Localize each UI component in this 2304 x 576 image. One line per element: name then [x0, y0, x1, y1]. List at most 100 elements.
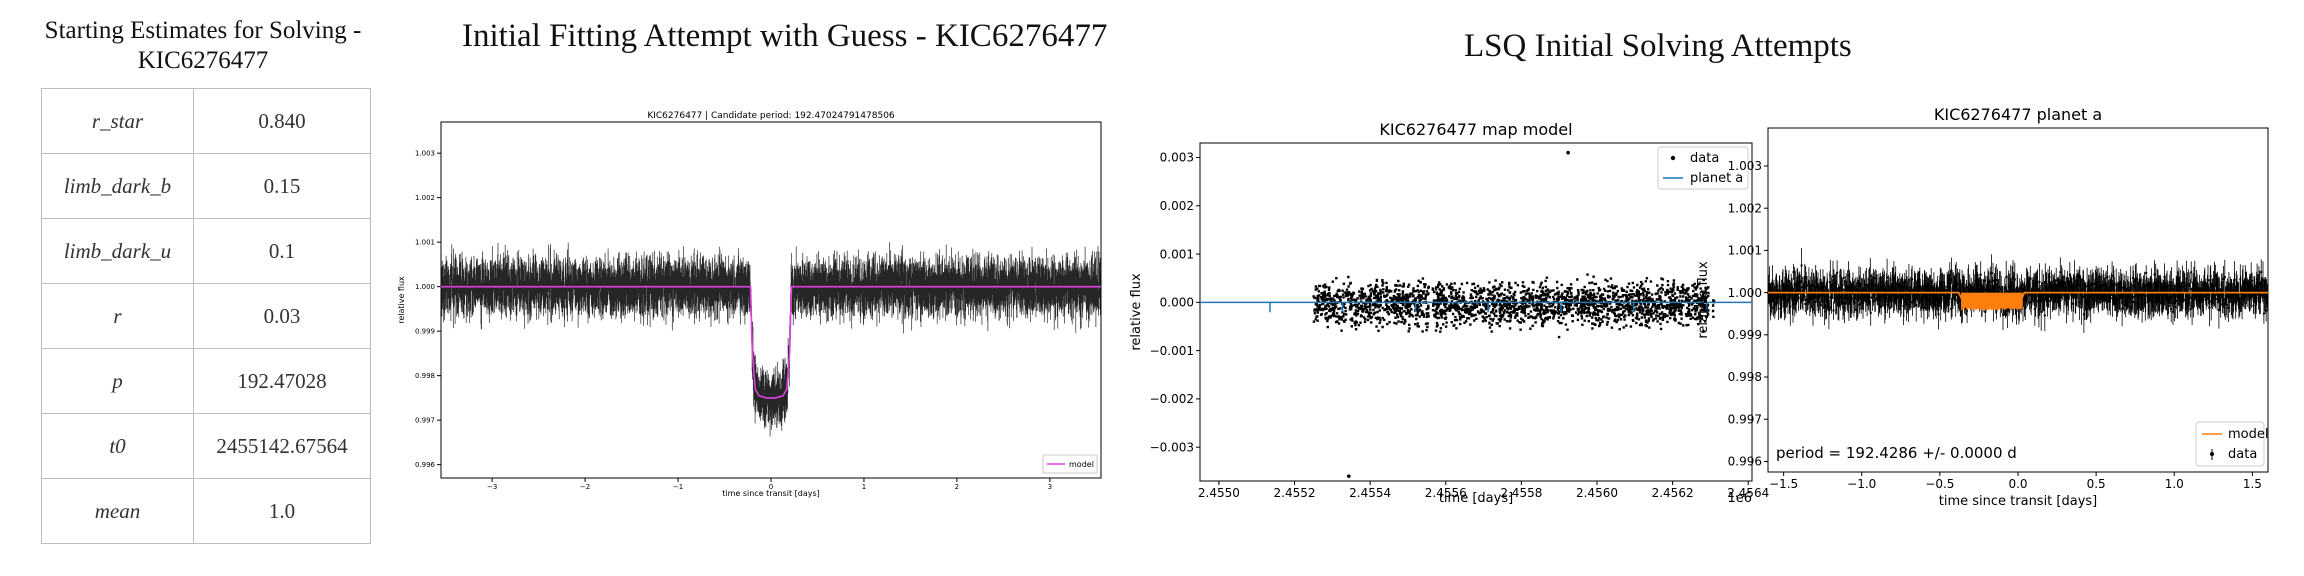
legend: model data — [2195, 421, 2268, 467]
x-tick-label: 2 — [955, 483, 959, 491]
estimate-value: 2455142.67564 — [193, 413, 371, 479]
estimate-row: t0 2455142.67564 — [41, 413, 371, 479]
y-tick-label: 0.999 — [1728, 328, 1762, 342]
y-tick-label: −0.001 — [1150, 344, 1194, 358]
x-tick-label: −1.5 — [1769, 477, 1798, 491]
data-points — [1312, 273, 1716, 339]
chart-title: KIC6276477 map model — [1379, 120, 1572, 139]
y-tick-label: 0.998 — [1728, 370, 1762, 384]
legend-data-label: data — [1690, 151, 1719, 166]
plot-frame — [1199, 142, 1753, 482]
y-tick-label: 1.002 — [1728, 201, 1762, 215]
data-points — [1767, 264, 2269, 317]
legend: data planet a — [1657, 146, 1749, 190]
x-axis-label: time since transit [days] — [722, 489, 820, 498]
y-axis-label: relative flux — [1696, 261, 1711, 339]
y-tick-label: 1.000 — [1728, 286, 1762, 300]
legend-planet-label: planet a — [1690, 171, 1743, 186]
estimate-row: mean 1.0 — [41, 478, 371, 544]
estimate-row: limb_dark_b 0.15 — [41, 153, 371, 219]
legend-box — [1042, 454, 1098, 474]
y-tick-label: 0.002 — [1160, 199, 1194, 213]
x-tick-label: 2.4552 — [1274, 486, 1316, 500]
estimate-param: r_star — [41, 88, 194, 154]
x-tick-label: 0.0 — [2008, 477, 2027, 491]
model-transit-band — [1961, 292, 2023, 311]
y-tick-label: 0.003 — [1160, 151, 1194, 165]
estimate-row: r 0.03 — [41, 283, 371, 349]
x-offset-label: 1e6 — [1727, 491, 1752, 506]
outlier-point — [1347, 474, 1351, 478]
y-tick-label: 0.996 — [1728, 455, 1762, 469]
estimate-param: limb_dark_u — [41, 218, 194, 284]
estimate-param: r — [41, 283, 194, 349]
estimate-row: r_star 0.840 — [41, 88, 371, 154]
estimate-param: p — [41, 348, 194, 414]
chart-title: KIC6276477 planet a — [1934, 105, 2102, 124]
fit-chart: −3 −2 −1 0 1 2 3 0.996 0.997 0.998 0.999 1.000 1.001… — [397, 111, 1102, 498]
y-tick-label: 1.000 — [415, 283, 435, 291]
legend-model-label: model — [1069, 460, 1094, 469]
fit-section-title: Initial Fitting Attempt with Guess - KIC… — [462, 18, 1108, 54]
y-tick-label: 0.999 — [415, 328, 435, 336]
y-tick-label: 0.000 — [1160, 296, 1194, 310]
x-tick-label: −3 — [487, 483, 497, 491]
y-tick-label: 1.003 — [1728, 159, 1762, 173]
outlier-point — [1566, 150, 1570, 155]
legend-model-label: model — [2228, 427, 2268, 442]
estimate-param: limb_dark_b — [41, 153, 194, 219]
y-tick-label: −0.002 — [1150, 392, 1194, 406]
x-tick-label: −1 — [673, 483, 683, 491]
estimate-param: mean — [41, 478, 194, 544]
estimate-value: 1.0 — [193, 478, 371, 544]
estimate-row: p 192.47028 — [41, 348, 371, 414]
y-tick-label: 1.003 — [415, 150, 435, 158]
y-tick-label: 0.001 — [1160, 247, 1194, 261]
x-tick-label: 2.4550 — [1198, 486, 1240, 500]
legend-data-marker — [1670, 155, 1676, 161]
y-tick-label: 1.002 — [415, 194, 435, 202]
y-tick-label: 0.997 — [415, 417, 435, 425]
x-tick-label: 2.4558 — [1500, 486, 1542, 500]
y-tick-label: 1.001 — [1728, 244, 1762, 258]
legend: model — [1042, 454, 1098, 474]
map-chart: 2.4550 2.4552 2.4554 2.4556 2.4558 2.4560 2.45… — [1129, 120, 1769, 506]
y-tick-label: −0.003 — [1150, 440, 1194, 454]
x-tick-label: 3 — [1048, 483, 1052, 491]
y-tick-label: 0.996 — [415, 461, 436, 469]
estimates-title: Starting Estimates for Solving - KIC6276… — [44, 17, 362, 74]
estimate-value: 192.47028 — [193, 348, 371, 414]
x-tick-label: 2.4560 — [1576, 486, 1618, 500]
planet-chart: −1.5 −1.0 −0.5 0.0 0.5 1.0 1.5 0.996 0.997 0.998 0… — [1696, 105, 2269, 509]
model-line — [441, 285, 1101, 399]
y-tick-label: 0.998 — [415, 372, 435, 380]
x-axis-label: time since transit [days] — [1939, 494, 2098, 509]
lsq-section-title: LSQ Initial Solving Attempts — [1464, 28, 1852, 64]
estimate-param: t0 — [41, 413, 194, 479]
x-tick-label: 2.4556 — [1425, 486, 1467, 500]
y-axis-label: relative flux — [397, 276, 406, 324]
estimate-value: 0.1 — [193, 218, 371, 284]
model-line — [1768, 291, 2268, 309]
x-tick-label: 2.4554 — [1349, 486, 1391, 500]
period-annotation: period = 192.4286 +/- 0.0000 d — [1776, 444, 2017, 462]
y-axis-label: relative flux — [1129, 273, 1144, 351]
estimate-value: 0.840 — [193, 88, 371, 154]
estimate-value: 0.15 — [193, 153, 371, 219]
data-errorbars — [440, 242, 1102, 437]
chart-title: KIC6276477 | Candidate period: 192.47024… — [647, 111, 895, 121]
x-axis-label: time [days] — [1439, 491, 1513, 506]
x-tick-label: −1.0 — [1847, 477, 1876, 491]
x-tick-label: 2.4564 — [1727, 486, 1769, 500]
legend-data-label: data — [2228, 447, 2257, 462]
estimate-value: 0.03 — [193, 283, 371, 349]
estimates-table: r_star 0.840 limb_dark_b 0.15 limb_dark_u 0.1… — [41, 88, 371, 544]
x-tick-label: 0 — [769, 483, 773, 491]
x-tick-label: 1 — [862, 483, 866, 491]
x-tick-label: −0.5 — [1925, 477, 1954, 491]
x-tick-label: 1.5 — [2243, 477, 2262, 491]
legend-data-marker — [2210, 452, 2214, 456]
x-tick-label: −2 — [580, 483, 590, 491]
x-tick-label: 1.0 — [2165, 477, 2184, 491]
estimate-row: limb_dark_u 0.1 — [41, 218, 371, 284]
